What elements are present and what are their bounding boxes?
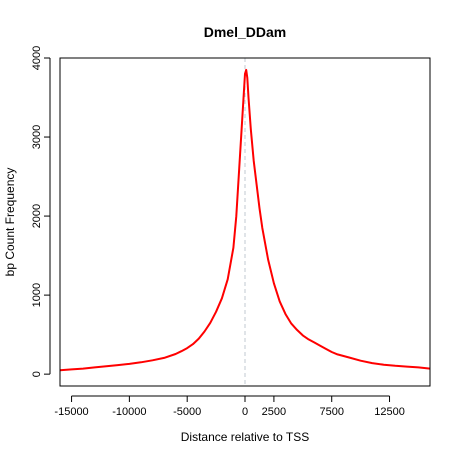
y-tick-label: 1000: [31, 283, 43, 307]
y-axis: 0 1000 2000 3000 4000: [31, 46, 51, 377]
x-axis-title: Distance relative to TSS: [181, 430, 310, 444]
x-axis: -15000 -10000 -5000 0 2500 7500 12500: [54, 395, 405, 418]
y-tick-label: 0: [31, 371, 43, 377]
chart-title: Dmel_DDam: [204, 24, 286, 40]
x-tick-label: -5000: [173, 406, 201, 418]
x-tick-label: -15000: [54, 406, 88, 418]
y-tick-label: 3000: [31, 125, 43, 149]
series-layer: [59, 68, 431, 372]
x-tick-label: 7500: [319, 406, 343, 418]
x-tick-label: -10000: [112, 406, 146, 418]
plot-area-frame: [59, 57, 431, 387]
series-line-0: [59, 68, 431, 372]
y-axis-title: bp Count Frequency: [3, 168, 17, 277]
x-tick-label: 0: [242, 406, 248, 418]
x-tick-label: 12500: [374, 406, 405, 418]
y-tick-label: 4000: [31, 46, 43, 70]
y-tick-label: 2000: [31, 204, 43, 228]
x-tick-label: 2500: [262, 406, 286, 418]
